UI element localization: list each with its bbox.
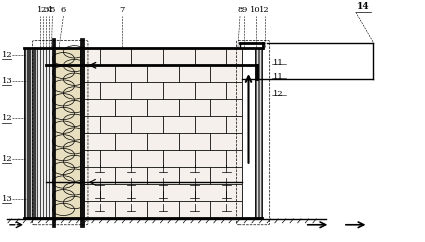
Bar <box>99 116 131 133</box>
Bar <box>210 133 242 150</box>
Bar <box>195 82 226 98</box>
Bar <box>99 82 131 98</box>
Bar <box>84 133 116 150</box>
Text: 14: 14 <box>357 2 369 11</box>
Bar <box>147 201 179 218</box>
Text: 12: 12 <box>273 90 284 98</box>
Bar <box>131 82 163 98</box>
Bar <box>147 167 179 184</box>
Bar <box>226 82 242 98</box>
Bar <box>131 184 163 201</box>
Bar <box>226 48 242 65</box>
Bar <box>84 48 242 218</box>
Bar <box>131 116 163 133</box>
Bar <box>116 98 147 116</box>
Bar <box>99 150 131 167</box>
Bar <box>84 201 116 218</box>
Bar <box>195 116 226 133</box>
Bar <box>226 184 242 201</box>
Bar <box>84 116 99 133</box>
Bar <box>99 184 131 201</box>
Bar <box>80 38 84 227</box>
Bar <box>195 48 226 65</box>
Text: 13: 13 <box>2 195 12 203</box>
Bar <box>163 184 195 201</box>
Bar <box>163 116 195 133</box>
Bar <box>242 48 255 218</box>
Bar <box>255 48 263 218</box>
Bar <box>147 133 179 150</box>
Text: 11: 11 <box>273 73 284 81</box>
Bar <box>210 98 242 116</box>
Bar <box>147 98 179 116</box>
Bar <box>84 48 99 65</box>
Bar <box>84 98 116 116</box>
Text: 12: 12 <box>259 7 270 15</box>
Text: 4: 4 <box>47 7 52 15</box>
Bar <box>210 167 242 184</box>
Bar <box>116 201 147 218</box>
Bar <box>24 48 37 218</box>
Text: 6: 6 <box>61 7 66 15</box>
Bar <box>84 150 99 167</box>
Bar <box>195 184 226 201</box>
Text: 8: 8 <box>237 7 243 15</box>
Bar <box>84 167 116 184</box>
Bar <box>37 48 51 218</box>
Text: 13: 13 <box>2 77 12 85</box>
Bar <box>131 150 163 167</box>
Bar <box>116 133 147 150</box>
Bar <box>195 150 226 167</box>
Bar <box>210 201 242 218</box>
Text: 7: 7 <box>119 7 125 15</box>
Bar <box>99 48 131 65</box>
Text: 1: 1 <box>37 7 42 15</box>
Text: 12: 12 <box>2 114 12 122</box>
Bar <box>163 48 195 65</box>
Bar <box>179 133 210 150</box>
Bar <box>84 65 116 82</box>
Bar <box>163 150 195 167</box>
Bar <box>131 48 163 65</box>
Bar <box>84 82 99 98</box>
Bar <box>226 116 242 133</box>
Bar <box>55 48 80 218</box>
Text: 11: 11 <box>273 59 284 67</box>
Bar <box>226 150 242 167</box>
Text: 12: 12 <box>2 155 12 163</box>
Text: 9: 9 <box>241 7 247 15</box>
Bar <box>147 65 179 82</box>
Text: 10: 10 <box>250 7 261 15</box>
Bar <box>179 65 210 82</box>
Bar <box>179 98 210 116</box>
Text: 2: 2 <box>40 7 45 15</box>
Bar <box>210 65 242 82</box>
Bar <box>163 82 195 98</box>
Bar <box>179 167 210 184</box>
Text: 5: 5 <box>50 7 55 15</box>
Bar <box>116 65 147 82</box>
Text: 12: 12 <box>2 51 12 59</box>
Bar <box>179 201 210 218</box>
Text: 3: 3 <box>44 7 49 15</box>
Bar <box>84 184 99 201</box>
Bar <box>116 167 147 184</box>
Bar <box>51 38 55 227</box>
